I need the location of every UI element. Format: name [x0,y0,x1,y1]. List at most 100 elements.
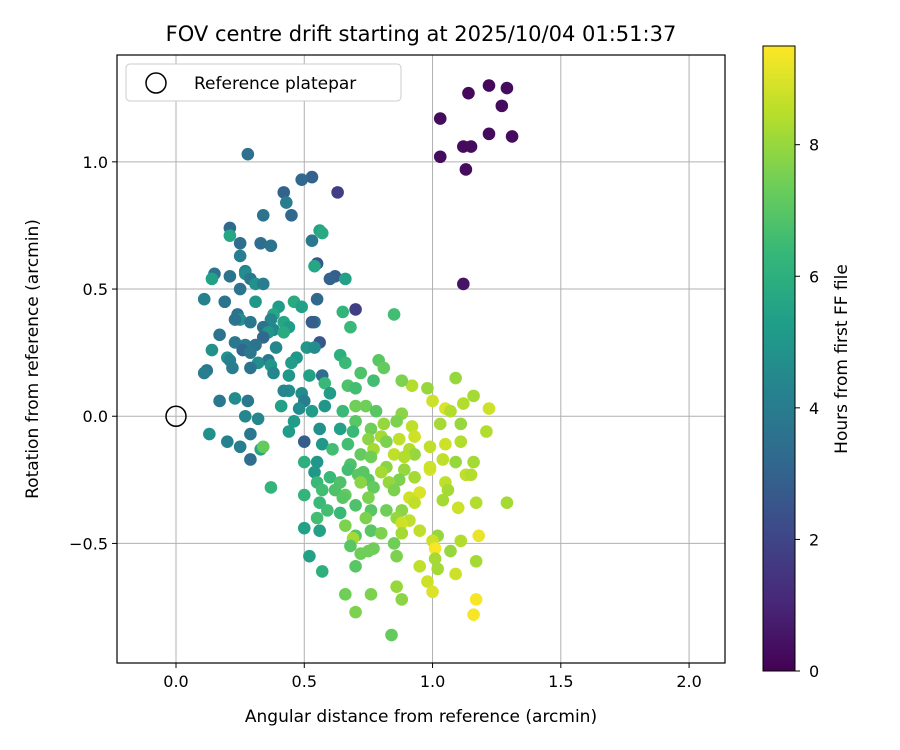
data-point [482,402,496,415]
data-point [421,575,434,588]
data-point [426,585,439,599]
data-point [228,336,242,349]
data-point [292,402,306,415]
data-point [467,608,480,621]
data-point [336,404,350,418]
data-point [469,593,483,606]
colorbar-tick-label: 2 [809,530,819,549]
data-point [436,453,450,466]
data-point [444,404,457,418]
colorbar-tick-label: 0 [809,662,819,681]
data-point [472,529,486,543]
data-point [226,361,239,375]
data-point [308,259,321,273]
y-tick-label: 0.0 [83,407,108,426]
data-point [505,130,519,143]
colorbar-ticks: 0 2 4 6 8 [795,136,819,681]
data-point [405,420,419,433]
data-point [349,415,362,428]
data-point [221,435,234,448]
data-point [339,519,352,532]
data-point [374,465,388,479]
data-point [339,356,352,370]
grid-lines [117,55,725,663]
data-point [244,361,257,375]
data-point [398,463,411,476]
data-point [318,376,332,390]
colorbar-tick-label: 8 [809,136,819,155]
data-point [254,236,267,250]
data-point [244,427,257,441]
data-point [241,147,255,161]
data-point [392,432,406,446]
data-point [367,374,380,387]
data-point [315,437,329,451]
data-point [390,415,403,428]
data-point [408,496,421,510]
data-point [323,387,337,400]
data-point [333,422,347,436]
data-point [267,366,280,380]
legend: Reference platepar [125,63,402,102]
data-point [449,371,462,385]
data-point [467,455,480,469]
data-point [500,496,514,510]
data-point [305,404,319,418]
data-point [205,272,219,286]
data-point [277,384,291,398]
data-point [433,150,447,164]
data-point [303,369,316,382]
data-point [318,399,332,413]
data-point [500,81,514,95]
data-point [256,440,270,454]
data-point [305,315,319,329]
data-point [274,399,288,413]
data-point [336,305,350,319]
data-point [256,208,270,222]
y-tick-label: −0.5 [69,534,108,553]
y-axis-label: Rotation from reference (arcmin) [23,219,43,499]
data-point [341,463,355,476]
data-point [218,295,232,309]
data-point [457,277,470,291]
chart-title: FOV centre drift starting at 2025/10/04 … [166,22,677,46]
data-point [295,300,309,314]
reference-point-marker [165,405,187,427]
data-point [349,303,362,316]
data-point [354,476,368,489]
data-point [377,361,391,375]
data-point [392,473,406,487]
x-tick-label: 0.0 [163,672,188,691]
data-point [326,443,339,456]
data-point [328,483,342,497]
data-point [362,491,375,504]
data-point [354,366,368,380]
data-point [413,560,427,573]
data-point [359,399,373,413]
data-point [433,417,447,431]
data-point [213,328,226,342]
data-point [344,539,357,553]
data-point [395,526,409,540]
data-point [238,409,252,423]
data-point [308,465,321,479]
data-point [423,440,437,454]
data-point [426,394,439,408]
data-point [380,435,393,448]
data-point [444,544,457,558]
data-point [305,170,319,184]
data-point [449,567,462,581]
data-point [387,448,401,461]
data-point [228,392,242,405]
data-point [469,496,483,510]
data-point [339,588,352,601]
data-point [233,440,247,454]
data-point [482,79,496,92]
data-point [459,163,473,176]
data-point [323,272,337,286]
data-point [408,430,421,443]
data-point [387,308,401,321]
data-point [454,435,468,448]
data-point [405,379,419,393]
data-point [277,325,291,339]
